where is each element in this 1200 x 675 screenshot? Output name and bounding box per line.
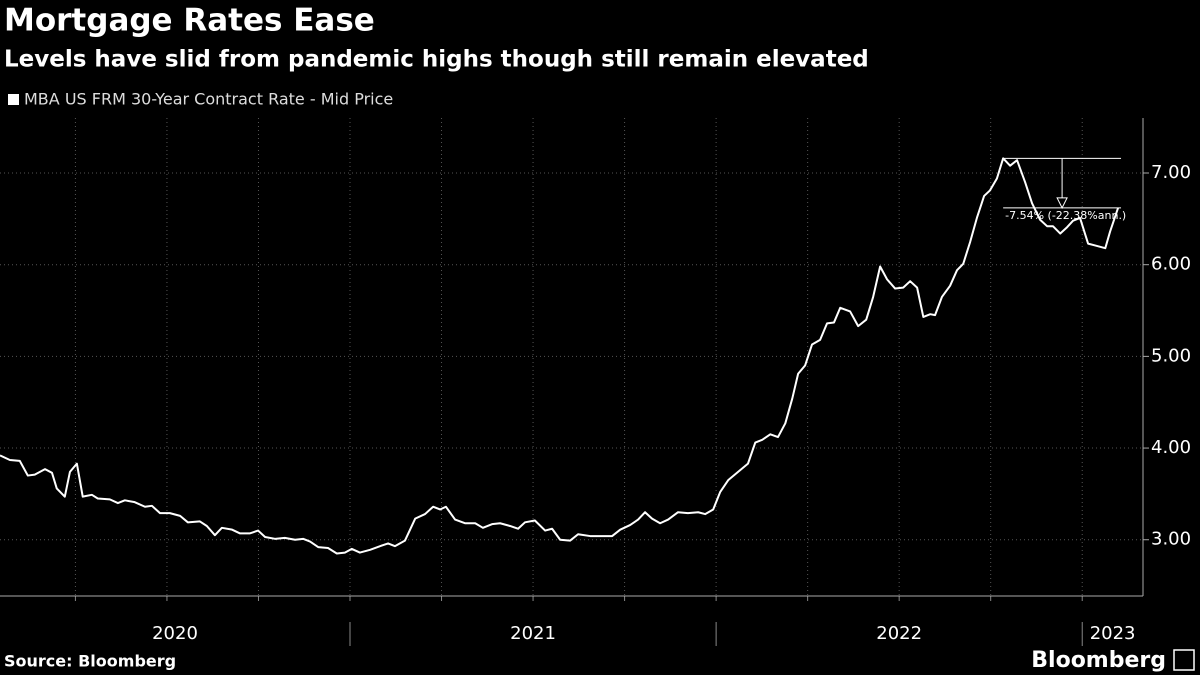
y-tick-label: 3.00 bbox=[1151, 529, 1191, 550]
logo: Bloomberg bbox=[1031, 648, 1166, 673]
x-tick-label: 2020 bbox=[152, 623, 198, 644]
y-tick-label: 4.00 bbox=[1151, 437, 1191, 458]
chart-subtitle: Levels have slid from pandemic highs tho… bbox=[4, 47, 869, 73]
legend-swatch bbox=[8, 94, 19, 105]
legend-label: MBA US FRM 30-Year Contract Rate - Mid P… bbox=[24, 90, 393, 109]
source: Source: Bloomberg bbox=[4, 652, 176, 671]
x-tick-label: 2021 bbox=[510, 623, 556, 644]
chart-title: Mortgage Rates Ease bbox=[4, 3, 375, 39]
annotation-arrowhead bbox=[1056, 197, 1068, 209]
y-tick-label: 7.00 bbox=[1151, 162, 1191, 183]
x-tick-label: 2023 bbox=[1090, 623, 1136, 644]
y-tick-label: 6.00 bbox=[1151, 254, 1191, 275]
x-tick-label: 2022 bbox=[876, 623, 922, 644]
logo-icon bbox=[1173, 649, 1195, 671]
y-tick-label: 5.00 bbox=[1151, 345, 1191, 366]
annotation-text: -7.54% (-22.38%ann.) bbox=[1005, 209, 1126, 222]
line bbox=[0, 157, 1120, 555]
